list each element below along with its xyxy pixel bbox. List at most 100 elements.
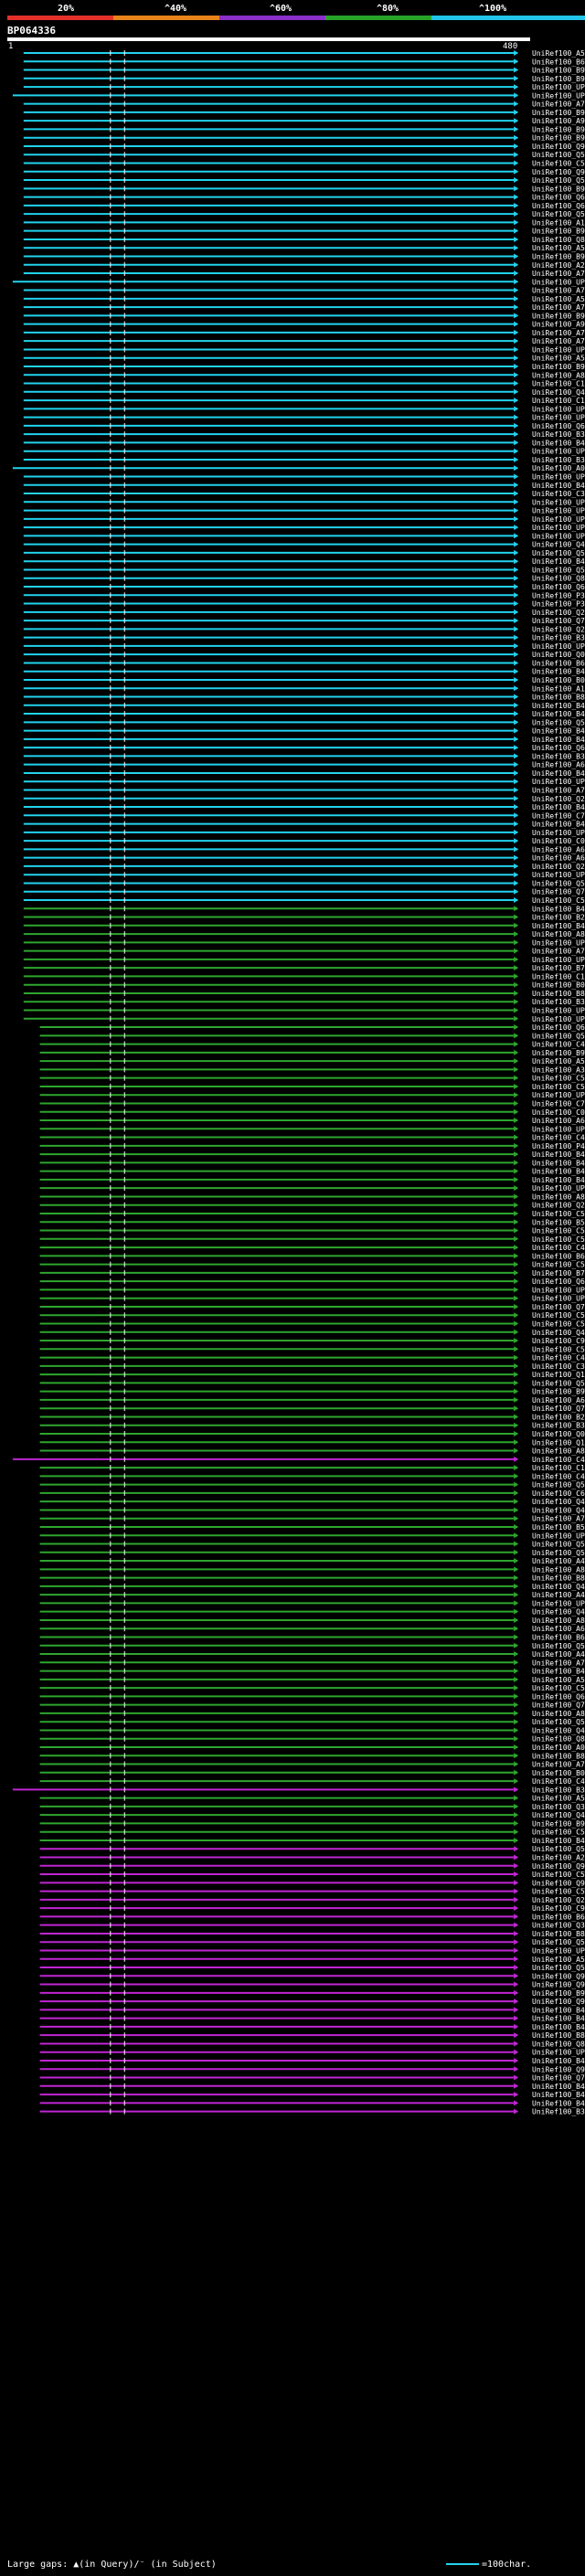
hit-label[interactable]: UniRef100_Q5CU75: [532, 1642, 585, 1650]
hit-label[interactable]: UniRef100_Q755E1: [532, 1303, 585, 1311]
hit-label[interactable]: UniRef100_B9SQC1: [532, 363, 585, 371]
hit-label[interactable]: UniRef100_UP1000..: [532, 83, 585, 91]
hit-label[interactable]: UniRef100_B8NWA0: [532, 2031, 585, 2040]
hit-label[interactable]: UniRef100_A8XHD2: [532, 1710, 585, 1718]
hit-label[interactable]: UniRef100_Q3LVP8: [532, 1803, 585, 1811]
hit-label[interactable]: UniRef100_C6HBA1: [532, 1489, 585, 1498]
hit-label[interactable]: UniRef100_B4QAI4: [532, 710, 585, 718]
hit-label[interactable]: UniRef100_Q59940: [532, 1964, 585, 1972]
hit-label[interactable]: UniRef100_Q5R684: [532, 566, 585, 574]
hit-label[interactable]: UniRef100_A7AZY1: [532, 1659, 585, 1667]
hit-label[interactable]: UniRef100_UP1000..: [532, 1007, 585, 1015]
hit-label[interactable]: UniRef100_UP1000..: [532, 2049, 585, 2057]
hit-label[interactable]: UniRef100_A7RL77: [532, 948, 585, 956]
hit-label[interactable]: UniRef100_B6K5U4: [532, 1252, 585, 1260]
hit-label[interactable]: UniRef100_C4JER1: [532, 1456, 585, 1464]
hit-label[interactable]: UniRef100_UP1000..: [532, 938, 585, 947]
hit-label[interactable]: UniRef100_Q9FYF4: [532, 1998, 585, 2006]
hit-label[interactable]: UniRef100_B6HH67: [532, 1913, 585, 1921]
hit-label[interactable]: UniRef100_Q5B0F8: [532, 1379, 585, 1387]
hit-label[interactable]: UniRef100_C0Z0B3: [532, 1108, 585, 1117]
hit-label[interactable]: UniRef100_B8P8F6: [532, 1574, 585, 1583]
hit-label[interactable]: UniRef100_B3DH53: [532, 430, 585, 439]
hit-label[interactable]: UniRef100_Q1DP45: [532, 1438, 585, 1447]
hit-label[interactable]: UniRef100_A5DN80: [532, 1676, 585, 1684]
hit-label[interactable]: UniRef100_B4HRI6: [532, 905, 585, 913]
hit-label[interactable]: UniRef100_A6ZU46: [532, 1117, 585, 1125]
hit-label[interactable]: UniRef100_B0EM39: [532, 1769, 585, 1777]
hit-label[interactable]: UniRef100_UP1000..: [532, 448, 585, 456]
hit-label[interactable]: UniRef100_UP1000..: [532, 1286, 585, 1294]
hit-label[interactable]: UniRef100_C4Y1F5: [532, 1244, 585, 1252]
hit-label[interactable]: UniRef100_A7PES4: [532, 270, 585, 278]
hit-label[interactable]: UniRef100_A7QH71: [532, 303, 585, 312]
hit-label[interactable]: UniRef100_A8XKC0: [532, 1617, 585, 1625]
hit-label[interactable]: UniRef100_Q6H8D6: [532, 202, 585, 210]
hit-label[interactable]: UniRef100_P35606: [532, 591, 585, 599]
hit-label[interactable]: UniRef100_B9WVC7: [532, 1989, 585, 1998]
hit-label[interactable]: UniRef100_Q2ZFT9: [532, 1896, 585, 1904]
hit-label[interactable]: UniRef100_UP1000..: [532, 642, 585, 651]
hit-label[interactable]: UniRef100_UP1000..: [532, 1295, 585, 1303]
hit-label[interactable]: UniRef100_A7QH74: [532, 786, 585, 794]
hit-label[interactable]: UniRef100_Q5V078: [532, 210, 585, 218]
hit-label[interactable]: UniRef100_UP1000..: [532, 414, 585, 422]
hit-label[interactable]: UniRef100_C5KS77: [532, 1829, 585, 1837]
hit-label[interactable]: UniRef100_Q6BVB1: [532, 1023, 585, 1032]
hit-label[interactable]: UniRef100_B9GWZ6: [532, 125, 585, 133]
hit-label[interactable]: UniRef100_A4I9Q2: [532, 1591, 585, 1599]
hit-label[interactable]: UniRef100_C1FJ65: [532, 972, 585, 981]
hit-label[interactable]: UniRef100_C5KIR1: [532, 1227, 585, 1235]
hit-label[interactable]: UniRef100_B4H9L9: [532, 482, 585, 490]
hit-label[interactable]: UniRef100_UP1000..: [532, 829, 585, 837]
hit-label[interactable]: UniRef100_B4JP78: [532, 1176, 585, 1184]
hit-label[interactable]: UniRef100_A8N693: [532, 1193, 585, 1201]
hit-label[interactable]: UniRef100_Q4Z937: [532, 1329, 585, 1337]
hit-label[interactable]: UniRef100_A0EJC2: [532, 1744, 585, 1752]
hit-label[interactable]: UniRef100_Q6H8D5: [532, 194, 585, 202]
hit-label[interactable]: UniRef100_B8CDZ9: [532, 990, 585, 998]
hit-label[interactable]: UniRef100_Q29P92: [532, 795, 585, 803]
hit-label[interactable]: UniRef100_Q5LE4: [532, 1541, 585, 1549]
hit-label[interactable]: UniRef100_B4GKB8: [532, 803, 585, 811]
hit-label[interactable]: UniRef100_B9QI28: [532, 1819, 585, 1828]
hit-label[interactable]: UniRef100_C5M950: [532, 1075, 585, 1083]
hit-label[interactable]: UniRef100_A5AHW9: [532, 295, 585, 303]
hit-label[interactable]: UniRef100_C0NDZ0: [532, 837, 585, 845]
hit-label[interactable]: UniRef100_B3NAX4: [532, 752, 585, 760]
hit-label[interactable]: UniRef100_B4QPH6: [532, 769, 585, 778]
hit-label[interactable]: UniRef100_B4NM76: [532, 1668, 585, 1676]
hit-label[interactable]: UniRef100_C9S5I9: [532, 1337, 585, 1345]
hit-label[interactable]: UniRef100_C4QWE3: [532, 1134, 585, 1142]
hit-label[interactable]: UniRef100_Q86ZJ1: [532, 2040, 585, 2048]
hit-label[interactable]: UniRef100_Q6JWU7: [532, 422, 585, 430]
hit-label[interactable]: UniRef100_B4M969: [532, 922, 585, 930]
hit-label[interactable]: UniRef100_UP1000..: [532, 345, 585, 354]
hit-label[interactable]: UniRef100_B3NEE3: [532, 2108, 585, 2116]
hit-label[interactable]: UniRef100_UP1000..: [532, 956, 585, 964]
hit-label[interactable]: UniRef100_B4R171: [532, 439, 585, 447]
hit-label[interactable]: UniRef100_UP1000..: [532, 1946, 585, 1955]
hit-label[interactable]: UniRef100_B4E2C9: [532, 557, 585, 566]
hit-label[interactable]: UniRef100_C1MJU9: [532, 397, 585, 405]
hit-label[interactable]: UniRef100_C7GRM5: [532, 1099, 585, 1108]
hit-label[interactable]: UniRef100_C5K4T2: [532, 1235, 585, 1244]
hit-label[interactable]: UniRef100_Q4UG70: [532, 1506, 585, 1514]
hit-label[interactable]: UniRef100_Q2U1B8: [532, 1202, 585, 1210]
hit-label[interactable]: UniRef100_C4Y1D1: [532, 1041, 585, 1049]
hit-label[interactable]: UniRef100_B3L369: [532, 1786, 585, 1794]
hit-label[interactable]: UniRef100_B9GFE3: [532, 228, 585, 236]
hit-label[interactable]: UniRef100_B3MKE6: [532, 456, 585, 464]
hit-label[interactable]: UniRef100_C4Q107: [532, 1472, 585, 1480]
hit-label[interactable]: UniRef100_Q3UQ84: [532, 1922, 585, 1930]
hit-label[interactable]: UniRef100_Q7PMU5: [532, 1405, 585, 1413]
hit-label[interactable]: UniRef100_C5G1S3: [532, 1320, 585, 1329]
hit-label[interactable]: UniRef100_B4JIX0: [532, 2006, 585, 2014]
hit-label[interactable]: UniRef100_UP1000..: [532, 507, 585, 515]
hit-label[interactable]: UniRef100_Q5JZZ7: [532, 151, 585, 159]
hit-label[interactable]: UniRef100_B2AWD3: [532, 914, 585, 922]
hit-label[interactable]: UniRef100_Q4PER2: [532, 1498, 585, 1506]
hit-label[interactable]: UniRef100_B5A6B0: [532, 1523, 585, 1532]
hit-label[interactable]: UniRef100_B4MWZ5: [532, 702, 585, 710]
hit-label[interactable]: UniRef100_A2YSE3: [532, 261, 585, 270]
